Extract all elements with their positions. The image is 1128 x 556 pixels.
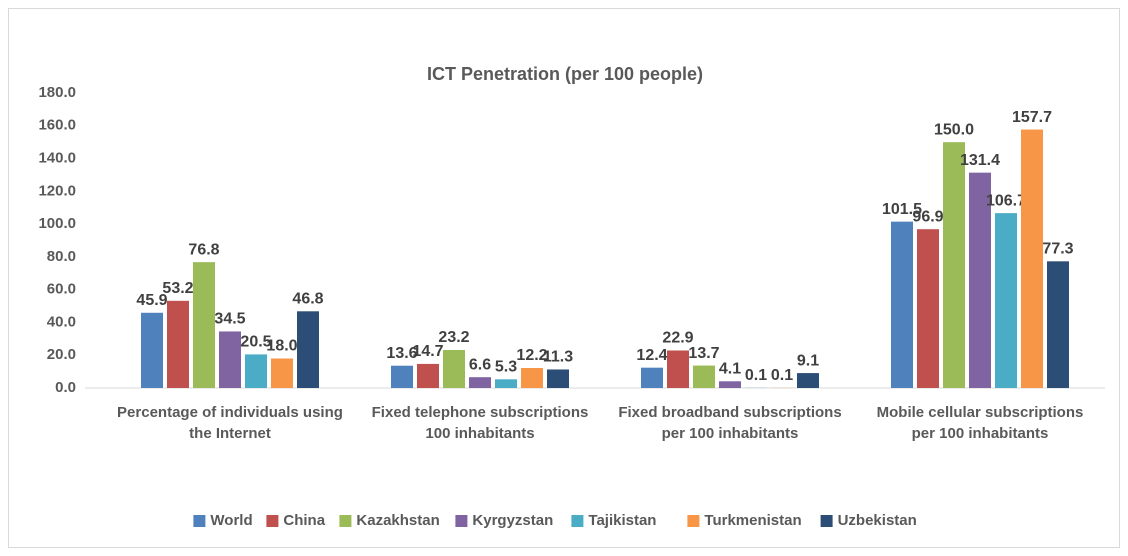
legend-swatch — [820, 515, 833, 527]
y-tick-label: 0.0 — [55, 379, 76, 396]
bar — [297, 311, 319, 388]
legend-swatch — [339, 515, 352, 527]
x-tick-label: Fixed telephone subscriptions 100 inhabi… — [371, 404, 589, 442]
data-label: 13.7 — [688, 345, 719, 362]
bar — [417, 363, 439, 388]
data-label: 34.5 — [214, 311, 245, 328]
bar — [641, 367, 663, 388]
y-tick-label: 140.0 — [38, 150, 76, 167]
legend-label: World — [210, 512, 252, 529]
data-label: 45.9 — [136, 292, 167, 309]
bar — [245, 354, 267, 388]
bar — [547, 369, 569, 388]
data-label: 11.3 — [543, 349, 573, 366]
data-label: 12.2 — [516, 347, 547, 364]
y-tick-label: 60.0 — [47, 281, 76, 298]
data-label: 9.1 — [797, 352, 819, 369]
data-label: 96.9 — [912, 208, 943, 225]
bar — [995, 213, 1017, 388]
data-label: 157.7 — [1012, 109, 1052, 126]
data-label: 131.4 — [960, 152, 1000, 169]
y-tick-label: 180.0 — [38, 84, 76, 101]
chart-title: ICT Penetration (per 100 people) — [427, 64, 703, 84]
legend-swatch — [266, 515, 279, 527]
y-tick-label: 20.0 — [47, 346, 76, 363]
bar — [693, 365, 715, 388]
y-tick-label: 100.0 — [38, 215, 76, 232]
y-tick-label: 120.0 — [38, 182, 76, 199]
data-label: 14.7 — [412, 343, 443, 360]
legend-swatch — [687, 515, 700, 527]
data-label: 0.1 — [745, 367, 767, 384]
data-label: 101.5 — [882, 201, 922, 218]
data-label: 23.2 — [438, 329, 469, 346]
data-label: 46.8 — [292, 291, 323, 308]
data-label: 22.9 — [662, 330, 693, 347]
bar — [943, 142, 965, 388]
bar — [391, 365, 413, 388]
bar — [719, 381, 741, 388]
legend-label: China — [283, 512, 325, 529]
bar — [167, 300, 189, 388]
bar — [969, 172, 991, 388]
data-label: 5.3 — [495, 359, 517, 376]
bar — [667, 350, 689, 388]
x-tick-label: Percentage of individuals using the Inte… — [117, 404, 343, 442]
x-tick-label: Mobile cellular subscriptions per 100 in… — [876, 404, 1084, 442]
data-label: 12.4 — [636, 347, 667, 364]
data-label: 6.6 — [469, 356, 491, 373]
bar — [271, 358, 293, 388]
data-label: 150.0 — [934, 121, 974, 138]
y-tick-label: 80.0 — [47, 248, 76, 265]
data-label: 53.2 — [162, 280, 193, 297]
x-tick-label: Fixed broadband subscriptions per 100 in… — [618, 404, 842, 442]
bar — [193, 262, 215, 388]
data-label: 20.5 — [240, 334, 271, 351]
legend-label: Kyrgyzstan — [472, 512, 553, 529]
bar — [891, 221, 913, 388]
legend-label: Kazakhstan — [356, 512, 439, 529]
data-label: 13.6 — [386, 345, 417, 362]
bar — [469, 377, 491, 388]
data-label: 4.1 — [719, 360, 741, 377]
bar — [1047, 261, 1069, 388]
bar — [495, 379, 517, 388]
data-label: 77.3 — [1042, 241, 1073, 258]
legend-label: Uzbekistan — [838, 512, 917, 529]
legend-swatch — [455, 515, 468, 527]
legend-swatch — [193, 515, 206, 527]
bar — [141, 312, 163, 388]
data-label: 76.8 — [188, 241, 219, 258]
y-tick-label: 160.0 — [38, 117, 76, 134]
legend-label: Tajikistan — [588, 512, 656, 529]
bar — [797, 373, 819, 388]
data-label: 106.7 — [986, 192, 1026, 209]
data-label: 18.0 — [266, 338, 297, 355]
legend-label: Turkmenistan — [704, 512, 801, 529]
bar — [1021, 129, 1043, 388]
data-label: 0.1 — [771, 367, 793, 384]
legend-swatch — [571, 515, 584, 527]
bar — [917, 229, 939, 388]
bar — [521, 368, 543, 388]
bar — [443, 349, 465, 388]
bar — [219, 331, 241, 388]
y-tick-label: 40.0 — [47, 313, 76, 330]
